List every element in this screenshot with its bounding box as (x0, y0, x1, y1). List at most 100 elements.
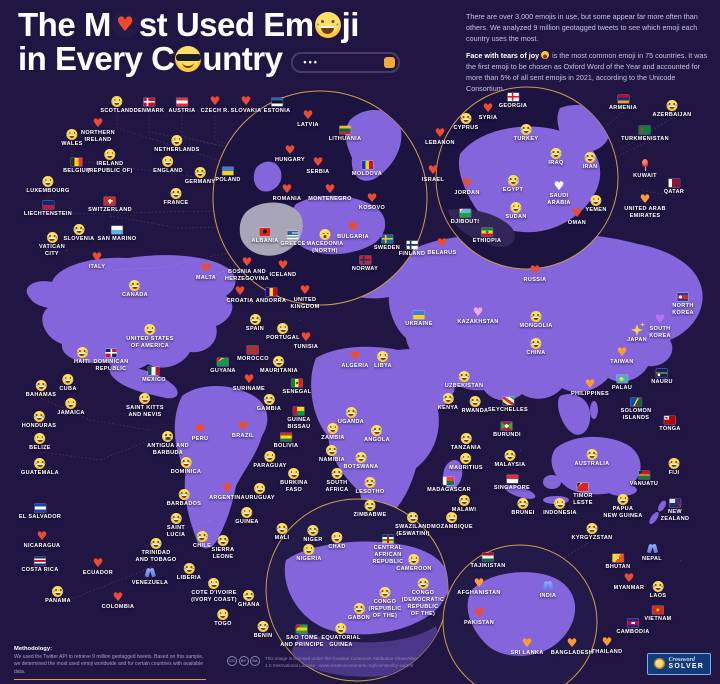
red-heart-icon (221, 483, 233, 494)
country-label: SINGAPORE (493, 484, 531, 491)
face-with-tears-of-joy-icon (586, 523, 598, 534)
country-marker: BURUNDI (493, 420, 521, 439)
country-marker: MYANMAR (614, 573, 645, 592)
inset-uk-island (253, 161, 282, 192)
flag-switzerland-icon (104, 197, 116, 205)
country-marker: NETHERLANDS (154, 135, 199, 154)
flag-timor-leste-icon (577, 483, 589, 491)
country-label: MONTENEGRO (308, 196, 352, 202)
country-marker: PALAU (612, 373, 632, 392)
red-heart-icon (366, 193, 378, 204)
country-marker: JAPAN (627, 324, 647, 344)
country-label: IRAQ (548, 160, 564, 166)
continent-south-america (174, 386, 268, 549)
country-marker: PERU (192, 424, 209, 443)
flag-finland-icon (406, 241, 418, 249)
country-marker: CZECH R. (201, 96, 230, 115)
country-marker: FRANCE (163, 188, 188, 207)
country-marker: BRAZIL (232, 421, 254, 440)
purple-heart-icon (654, 314, 666, 325)
country-label: MOLDOVA (351, 170, 383, 177)
red-heart-icon (36, 531, 48, 542)
country-label: JAMAICA (57, 410, 85, 416)
country-marker: CAMBODIA (616, 617, 649, 636)
title-text: st Used Em (138, 6, 314, 43)
country-label: CAMEROON (396, 566, 432, 572)
country-marker: THAILAND (592, 637, 623, 656)
face-with-tears-of-joy-icon (170, 513, 182, 524)
face-with-tears-of-joy-icon (355, 452, 367, 463)
country-marker: NAURU (651, 367, 673, 386)
country-marker: ALBANIA (251, 226, 278, 245)
flag-sweden-icon (381, 235, 393, 243)
country-label: SAINT KITTS AND NEVIS (126, 405, 164, 419)
country-marker: ANDORRA (256, 286, 287, 305)
logo-line-1: Crossword (668, 656, 695, 663)
country-label: ARMENIA (608, 104, 638, 111)
country-label: SAO TOME AND PRINCIPE (280, 634, 324, 648)
country-marker: DOMINICAN REPUBLIC (94, 347, 129, 373)
face-with-tears-of-joy-icon (530, 311, 542, 322)
country-marker: CONGO (REPUBLIC OF THE) (368, 587, 401, 620)
country-label: LIBYA (374, 363, 392, 369)
country-marker: UNITED ARAB EMIRATES (624, 194, 666, 220)
cc-sa-icon: SA (250, 656, 260, 666)
flag-madagascar-icon (443, 477, 455, 485)
face-with-tears-of-joy-icon (326, 445, 338, 456)
red-heart-icon (284, 145, 296, 156)
country-marker: ZAMBIA (321, 423, 345, 442)
country-marker: ENGLAND (153, 156, 183, 175)
cc-icon: CC (227, 656, 237, 666)
india-inset (442, 544, 598, 684)
country-label: HUNGARY (274, 157, 306, 163)
country-marker: MACEDONIA (NORTH) (306, 229, 343, 255)
country-label: NIGERIA (296, 556, 322, 562)
red-heart-icon (482, 103, 494, 114)
flag-tajikistan-icon (482, 553, 494, 561)
country-marker: FINLAND (399, 239, 426, 258)
inset-arabia (458, 126, 601, 233)
country-marker: HUNGARY (275, 145, 305, 164)
country-label: NIGER (303, 537, 323, 543)
country-marker: LIECHTENSTEIN (24, 199, 72, 218)
country-marker: SCOTLAND (100, 96, 133, 115)
red-heart-icon (349, 351, 361, 362)
country-label: DOMINICA (170, 469, 202, 475)
country-label: COLOMBIA (101, 604, 135, 610)
face-with-tears-of-joy-icon (377, 351, 389, 362)
face-with-tears-of-joy-icon (76, 347, 88, 358)
title-text: in Every C (18, 40, 175, 78)
country-marker: CAMEROON (396, 554, 432, 573)
country-marker: NEPAL (642, 543, 662, 563)
country-label: BELARUS (427, 250, 457, 256)
peninsula-se-asia (557, 393, 591, 435)
country-label: SRI LANKA (510, 650, 544, 656)
country-marker: CUBA (59, 374, 76, 393)
country-marker: OMAN (568, 208, 586, 227)
face-with-tears-of-joy-icon (139, 393, 151, 404)
country-marker: JAMAICA (57, 398, 85, 417)
country-marker: INDONESIA (543, 498, 577, 517)
country-marker: SINGAPORE (494, 473, 530, 492)
flag-burundi-icon (501, 422, 513, 430)
country-marker: RWANDA (462, 396, 489, 415)
country-label: SWEDEN (373, 244, 401, 251)
island-new-zealand-south (649, 512, 659, 524)
country-label: ZAMBIA (321, 435, 345, 441)
red-heart-icon (92, 118, 104, 129)
country-marker: PAPUA NEW GUINEA (603, 494, 642, 520)
logo-line-2: SOLVER (668, 663, 704, 671)
inset-west-africa (284, 541, 448, 635)
country-label: NORTHERN IRELAND (81, 130, 115, 144)
face-with-tears-of-joy-icon (249, 314, 261, 325)
country-marker: PAKISTAN (464, 608, 494, 627)
country-marker: BOTSWANA (344, 452, 379, 471)
joy-emoji-icon (540, 51, 549, 60)
face-with-tears-of-joy-icon (276, 523, 288, 534)
face-with-tears-of-joy-icon (241, 507, 253, 518)
face-with-tears-of-joy-icon (617, 494, 629, 505)
country-label: MOROCCO (237, 355, 269, 362)
flag-singapore-icon (506, 475, 518, 483)
